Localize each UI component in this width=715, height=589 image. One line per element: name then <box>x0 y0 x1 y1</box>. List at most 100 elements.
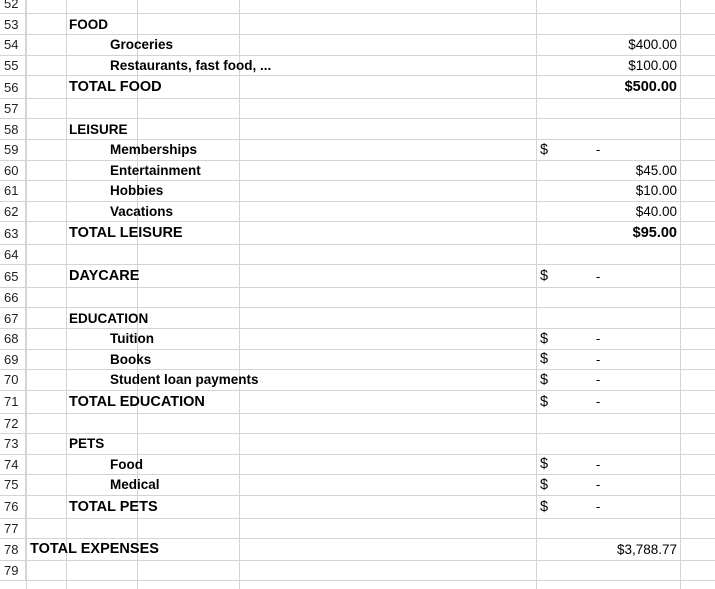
currency-symbol[interactable]: $ <box>540 393 549 410</box>
zero-dash[interactable]: - <box>596 351 601 367</box>
row-number[interactable]: 59 <box>0 140 26 160</box>
section-heading[interactable]: FOOD <box>69 16 108 32</box>
currency-symbol[interactable]: $ <box>540 330 549 347</box>
table-row[interactable]: 68 Tuition $ - <box>0 329 715 350</box>
row-number[interactable]: 52 <box>0 0 26 13</box>
section-heading[interactable]: EDUCATION <box>69 310 149 326</box>
zero-dash[interactable]: - <box>596 456 601 472</box>
table-row[interactable]: 65 DAYCARE $ - <box>0 265 715 288</box>
line-item-label[interactable]: Tuition <box>110 331 154 347</box>
table-row[interactable]: 57 <box>0 99 715 119</box>
row-number[interactable]: 79 <box>0 560 26 580</box>
table-row[interactable]: 70 Student loan payments $ - <box>0 370 715 391</box>
table-row[interactable]: 59 Memberships $ - <box>0 140 715 161</box>
row-number[interactable]: 66 <box>0 288 26 307</box>
line-item-label[interactable]: Vacations <box>110 203 174 219</box>
table-row[interactable]: 60 Entertainment $45.00 <box>0 160 715 181</box>
currency-symbol[interactable]: $ <box>540 371 549 388</box>
table-row[interactable]: 53 FOOD <box>0 14 715 35</box>
line-item-label[interactable]: Groceries <box>110 37 174 53</box>
section-heading[interactable]: PETS <box>69 436 105 451</box>
row-number[interactable]: 60 <box>0 160 26 180</box>
table-row[interactable]: 67 EDUCATION <box>0 308 715 329</box>
amount-cell[interactable]: $45.00 <box>635 162 677 178</box>
line-item-label[interactable]: Entertainment <box>110 162 201 178</box>
line-item-label[interactable]: Restaurants, fast food, ... <box>110 57 272 73</box>
row-number[interactable]: 73 <box>0 433 26 454</box>
table-row[interactable]: 72 <box>0 413 715 434</box>
row-number[interactable]: 74 <box>0 454 26 474</box>
row-number[interactable]: 78 <box>0 538 26 560</box>
line-item-label[interactable]: Memberships <box>110 142 198 158</box>
zero-dash[interactable]: - <box>596 477 601 493</box>
currency-symbol[interactable]: $ <box>540 268 549 284</box>
row-number[interactable]: 76 <box>0 495 26 518</box>
table-row[interactable]: 52 <box>0 0 715 14</box>
total-label[interactable]: DAYCARE <box>69 268 140 284</box>
total-label[interactable]: TOTAL LEISURE <box>69 225 183 241</box>
line-item-label[interactable]: Student loan payments <box>110 372 259 388</box>
row-number[interactable]: 54 <box>0 35 26 55</box>
amount-cell[interactable]: $10.00 <box>635 183 677 199</box>
table-row[interactable]: 66 <box>0 288 715 308</box>
row-number[interactable]: 68 <box>0 329 26 349</box>
zero-dash[interactable]: - <box>596 499 601 514</box>
row-number[interactable]: 69 <box>0 349 26 369</box>
row-number[interactable]: 67 <box>0 308 26 328</box>
currency-symbol[interactable]: $ <box>540 476 549 493</box>
table-row[interactable]: 64 <box>0 245 715 265</box>
amount-cell[interactable]: $100.00 <box>628 57 677 73</box>
table-row[interactable]: 75 Medical $ - <box>0 475 715 496</box>
table-row[interactable]: 69 Books $ - <box>0 349 715 370</box>
row-number[interactable]: 55 <box>0 55 26 75</box>
table-row[interactable]: 73 PETS <box>0 433 715 455</box>
line-item-label[interactable]: Hobbies <box>110 183 164 199</box>
total-label[interactable]: TOTAL EXPENSES <box>30 541 159 557</box>
line-item-label[interactable]: Medical <box>110 477 160 493</box>
zero-dash[interactable]: - <box>596 331 601 347</box>
row-number[interactable]: 53 <box>0 14 26 34</box>
zero-dash[interactable]: - <box>596 142 601 158</box>
row-number[interactable]: 62 <box>0 201 26 221</box>
zero-dash[interactable]: - <box>596 268 601 284</box>
row-number[interactable]: 57 <box>0 99 26 118</box>
row-number[interactable]: 71 <box>0 390 26 413</box>
line-item-label[interactable]: Books <box>110 351 152 367</box>
row-number[interactable]: 61 <box>0 181 26 201</box>
row-number[interactable]: 58 <box>0 119 26 139</box>
table-row[interactable]: 78 TOTAL EXPENSES $3,788.77 <box>0 538 715 561</box>
amount-cell[interactable]: $40.00 <box>635 203 677 219</box>
amount-cell[interactable]: $500.00 <box>624 79 677 95</box>
table-row[interactable]: 62 Vacations $40.00 <box>0 201 715 222</box>
table-row[interactable]: 58 LEISURE <box>0 119 715 140</box>
amount-cell[interactable]: $400.00 <box>628 37 677 53</box>
line-item-label[interactable]: Food <box>110 456 143 472</box>
row-number[interactable]: 56 <box>0 76 26 98</box>
amount-cell[interactable]: $95.00 <box>632 225 677 241</box>
table-row[interactable]: 74 Food $ - <box>0 454 715 475</box>
zero-dash[interactable]: - <box>596 394 601 409</box>
currency-symbol[interactable]: $ <box>540 498 549 515</box>
total-label[interactable]: TOTAL EDUCATION <box>69 393 205 410</box>
table-row[interactable]: 77 <box>0 518 715 539</box>
total-label[interactable]: TOTAL FOOD <box>69 79 162 95</box>
table-row[interactable]: 76 TOTAL PETS $ - <box>0 495 715 519</box>
row-number[interactable]: 75 <box>0 475 26 495</box>
zero-dash[interactable]: - <box>596 372 601 388</box>
currency-symbol[interactable]: $ <box>540 141 549 158</box>
total-label[interactable]: TOTAL PETS <box>69 498 158 515</box>
row-number[interactable]: 77 <box>0 518 26 538</box>
row-number[interactable]: 63 <box>0 222 26 244</box>
currency-symbol[interactable]: $ <box>540 351 549 368</box>
table-row[interactable]: 71 TOTAL EDUCATION $ - <box>0 390 715 414</box>
currency-symbol[interactable]: $ <box>540 456 549 473</box>
table-row[interactable]: 56 TOTAL FOOD $500.00 <box>0 76 715 99</box>
table-row[interactable]: 63 TOTAL LEISURE $95.00 <box>0 222 715 245</box>
row-number[interactable]: 72 <box>0 413 26 433</box>
table-row[interactable]: 79 <box>0 560 715 581</box>
row-number[interactable]: 64 <box>0 245 26 264</box>
section-heading[interactable]: LEISURE <box>69 121 128 137</box>
table-row[interactable]: 61 Hobbies $10.00 <box>0 181 715 202</box>
table-row[interactable]: 54 Groceries $400.00 <box>0 35 715 56</box>
table-row[interactable]: 55 Restaurants, fast food, ... $100.00 <box>0 55 715 76</box>
